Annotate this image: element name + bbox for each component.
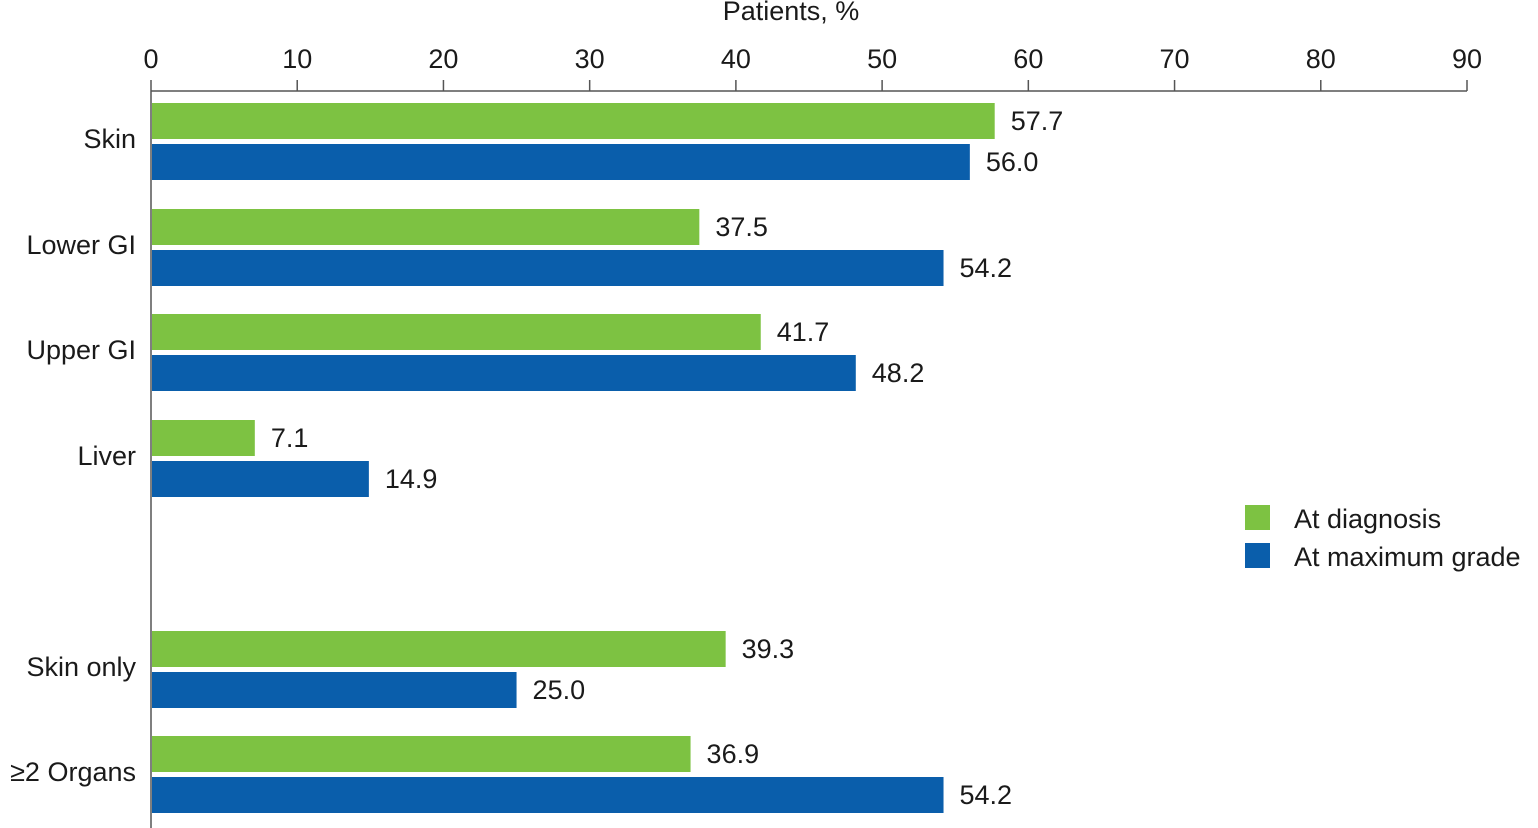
bar-value-label: 37.5 [715, 212, 768, 242]
x-tick-label: 50 [867, 44, 897, 74]
bar [152, 736, 691, 772]
bar [152, 461, 369, 497]
category-label: Upper GI [26, 335, 136, 365]
category-label: Skin only [26, 652, 136, 682]
bar [152, 314, 761, 350]
bar-value-label: 36.9 [707, 739, 760, 769]
bar-value-label: 48.2 [872, 358, 925, 388]
category-label: Lower GI [26, 230, 136, 260]
legend-label: At maximum grade [1294, 542, 1521, 572]
bar [152, 777, 944, 813]
bar-value-label: 57.7 [1011, 106, 1064, 136]
x-tick-label: 90 [1452, 44, 1482, 74]
legend-label: At diagnosis [1294, 504, 1441, 534]
bar-value-label: 56.0 [986, 147, 1039, 177]
x-tick-label: 80 [1306, 44, 1336, 74]
legend-swatch [1245, 543, 1270, 568]
bar-value-label: 54.2 [960, 253, 1013, 283]
category-label: Liver [77, 441, 136, 471]
bar [152, 420, 255, 456]
bar [152, 103, 995, 139]
bar-value-label: 41.7 [777, 317, 830, 347]
bar-value-label: 54.2 [960, 780, 1013, 810]
x-axis-ticks: 0 10 20 30 40 50 60 70 80 90 [143, 44, 1482, 91]
legend-swatch [1245, 505, 1270, 530]
x-tick-label: 60 [1013, 44, 1043, 74]
bar [152, 355, 856, 391]
category-labels: Skin Lower GI Upper GI Liver Skin only ≥2 Org… [10, 124, 136, 787]
bar [152, 144, 970, 180]
category-label: ≥2 Organs [10, 757, 136, 787]
x-tick-label: 0 [143, 44, 158, 74]
bar-value-label: 39.3 [742, 634, 795, 664]
bar [152, 672, 517, 708]
legend: At diagnosis At maximum grade [1245, 504, 1521, 572]
bars-group: 57.7 56.0 37.5 54.2 41.7 48.2 7.1 14.9 39.3 25.0 3… [152, 103, 1063, 813]
x-tick-label: 40 [721, 44, 751, 74]
x-tick-label: 10 [282, 44, 312, 74]
x-tick-label: 70 [1160, 44, 1190, 74]
x-tick-label: 20 [428, 44, 458, 74]
bar-value-label: 14.9 [385, 464, 438, 494]
x-tick-label: 30 [575, 44, 605, 74]
x-axis-title: Patients, % [723, 0, 860, 26]
bar [152, 631, 726, 667]
category-label: Skin [83, 124, 136, 154]
bar-value-label: 25.0 [533, 675, 586, 705]
bar [152, 209, 700, 245]
bar-value-label: 7.1 [271, 423, 309, 453]
bar [152, 250, 944, 286]
